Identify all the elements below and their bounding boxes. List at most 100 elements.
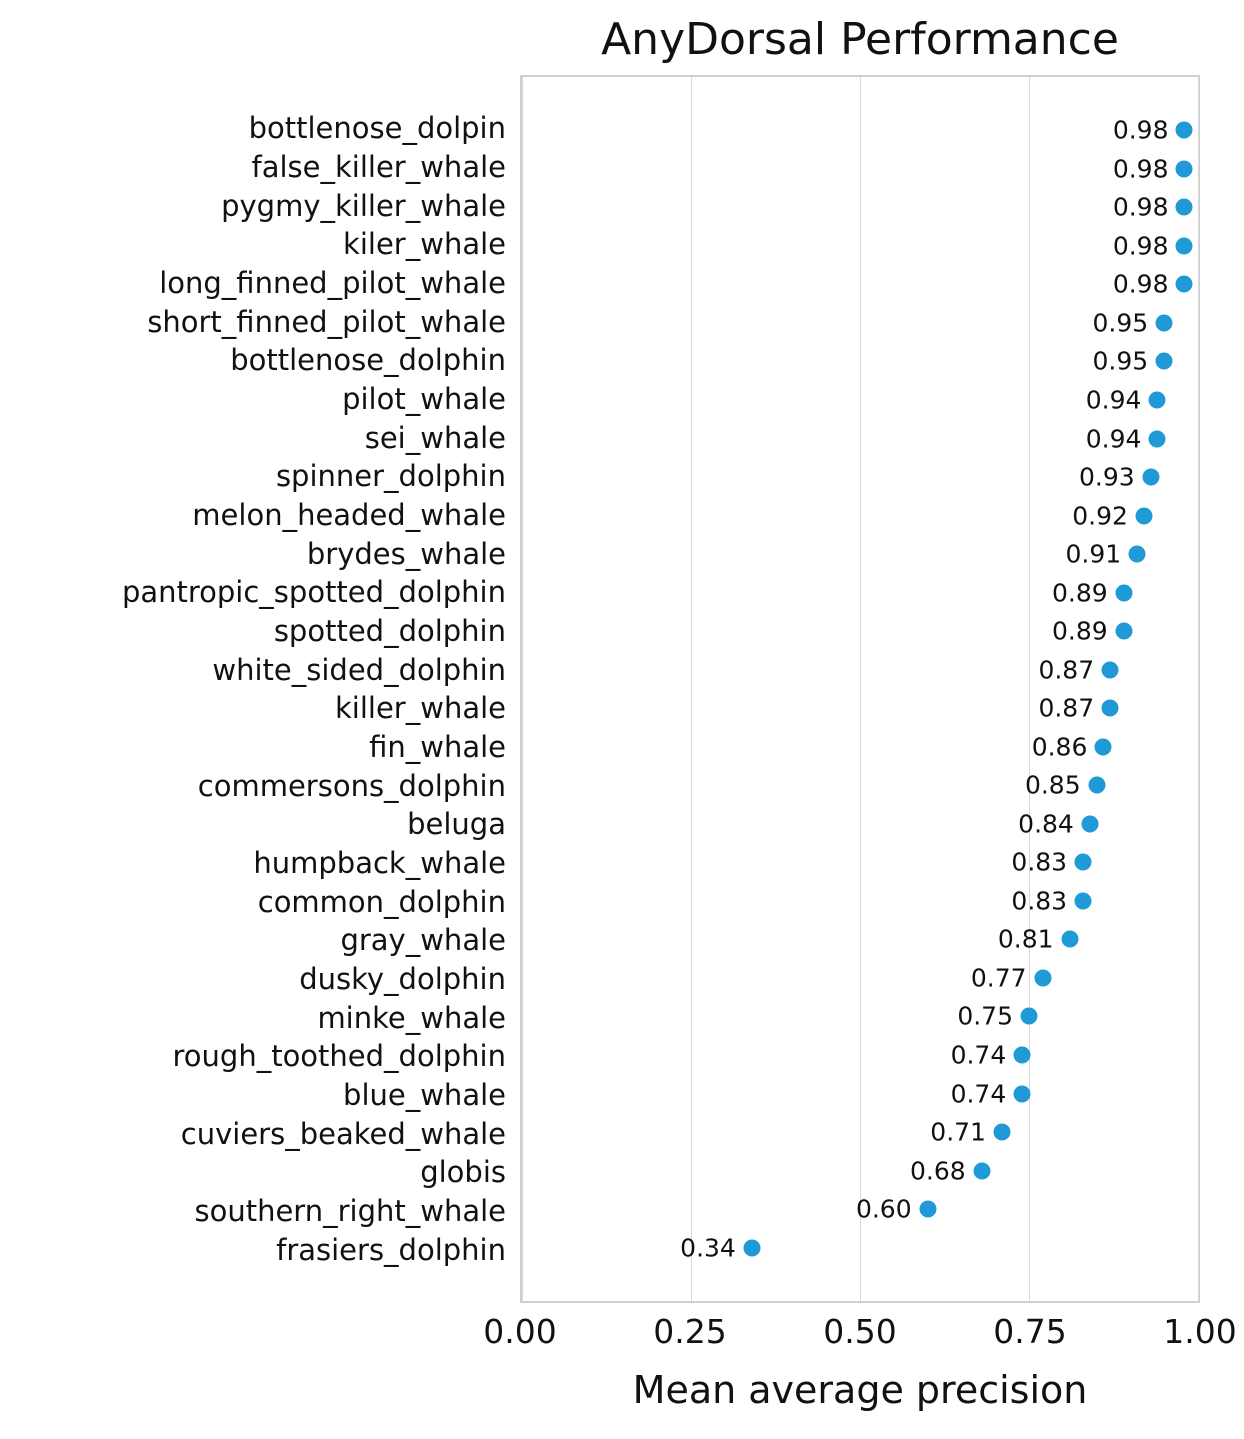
data-row: 0.95 [522,304,1198,343]
data-point [1081,815,1099,833]
data-point [1074,892,1092,910]
data-row: 0.83 [522,843,1198,882]
category-label: frasiers_dolphin [276,1232,506,1267]
data-point [1142,468,1160,486]
data-point [1175,275,1193,293]
category-label: rough_toothed_dolphin [172,1039,507,1074]
category-label: long_finned_pilot_whale [159,266,506,301]
data-row: 0.34 [522,1228,1198,1267]
value-label: 0.93 [1079,462,1135,492]
value-label: 0.89 [1051,616,1108,646]
x-tick-label: 0.25 [653,1312,727,1351]
value-label: 0.87 [1038,655,1095,685]
data-point [1135,507,1153,525]
data-point [1088,776,1106,794]
value-label: 0.81 [997,924,1054,954]
category-label: cuviers_beaked_whale [180,1116,506,1151]
data-point [1148,430,1166,448]
category-label: sei_whale [364,420,506,455]
data-row: 0.93 [522,458,1198,497]
x-axis-title: Mean average precision [632,1368,1088,1412]
data-row: 0.91 [522,535,1198,574]
data-point [743,1239,761,1257]
category-label: blue_whale [343,1078,506,1113]
category-label: dusky_dolphin [299,962,506,997]
value-label: 0.91 [1065,539,1122,569]
data-row: 0.87 [522,650,1198,689]
data-row: 0.94 [522,419,1198,458]
category-label: fin_whale [369,730,506,765]
value-label: 0.94 [1085,385,1142,415]
data-point [1128,545,1146,563]
value-label: 0.94 [1085,424,1142,454]
data-point [1013,1085,1031,1103]
data-row: 0.81 [522,920,1198,959]
data-row: 0.89 [522,612,1198,651]
data-row: 0.95 [522,342,1198,381]
value-label: 0.83 [1011,847,1068,877]
value-label: 0.83 [1011,886,1068,916]
data-rows: 0.98 0.98 0.98 0.98 0.98 0.95 0.95 0.94 0.94 0.93… [522,77,1198,1301]
value-label: 0.71 [930,1117,986,1147]
value-label: 0.95 [1092,308,1149,338]
category-label: bottlenose_dolphin [230,343,506,378]
data-row: 0.74 [522,1036,1198,1075]
category-label: pantropic_spotted_dolphin [121,575,506,610]
value-label: 0.98 [1112,269,1169,299]
data-row: 0.68 [522,1151,1198,1190]
category-label: commersons_dolphin [197,768,506,803]
value-label: 0.60 [855,1194,912,1224]
data-point [1175,237,1193,255]
data-row: 0.98 [522,188,1198,227]
value-label: 0.98 [1112,192,1169,222]
category-label: false_killer_whale [251,150,507,184]
data-point [1148,391,1166,409]
gridline [690,77,692,1301]
value-label: 0.95 [1092,346,1149,376]
value-label: 0.34 [680,1233,736,1263]
category-label: gray_whale [340,923,506,958]
x-tick-label: 1.00 [1163,1312,1237,1351]
data-point [1061,930,1079,948]
data-row: 0.98 [522,150,1198,189]
category-label: common_dolphin [257,884,506,919]
category-label: short_finned_pilot_whale [147,304,506,339]
data-point [1175,198,1193,216]
data-point [1175,160,1193,178]
value-label: 0.77 [970,963,1027,993]
category-label: melon_headed_whale [192,498,506,533]
data-row: 0.85 [522,766,1198,805]
x-tick-label: 0.75 [993,1312,1067,1351]
value-label: 0.74 [950,1079,1007,1109]
value-label: 0.92 [1072,501,1128,531]
data-row: 0.98 [522,265,1198,304]
data-row: 0.77 [522,959,1198,998]
value-label: 0.84 [1018,809,1074,839]
value-label: 0.74 [950,1040,1007,1070]
chart-title: AnyDorsal Performance [601,14,1119,65]
data-row: 0.86 [522,728,1198,767]
data-point [1094,738,1112,756]
data-row: 0.84 [522,805,1198,844]
gridline [1028,77,1030,1301]
value-label: 0.98 [1112,231,1169,261]
category-label: globis [420,1155,506,1190]
value-label: 0.98 [1112,115,1169,145]
data-row: 0.60 [522,1190,1198,1229]
data-point [919,1200,937,1218]
data-point [1155,352,1173,370]
category-label: kiler_whale [343,227,506,262]
category-label: pilot_whale [342,382,506,417]
data-row: 0.71 [522,1113,1198,1152]
x-tick-label: 0.50 [823,1312,897,1351]
data-point [993,1123,1011,1141]
data-row: 0.75 [522,997,1198,1036]
value-label: 0.85 [1024,770,1081,800]
category-label: humpback_whale [253,846,506,881]
category-label: southern_right_whale [194,1194,506,1229]
category-label: minke_whale [317,1000,506,1035]
value-label: 0.89 [1051,578,1108,608]
data-point [1115,622,1133,640]
y-axis-labels: bottlenose_dolpin false_killer_whale pygmy… [0,75,506,1303]
